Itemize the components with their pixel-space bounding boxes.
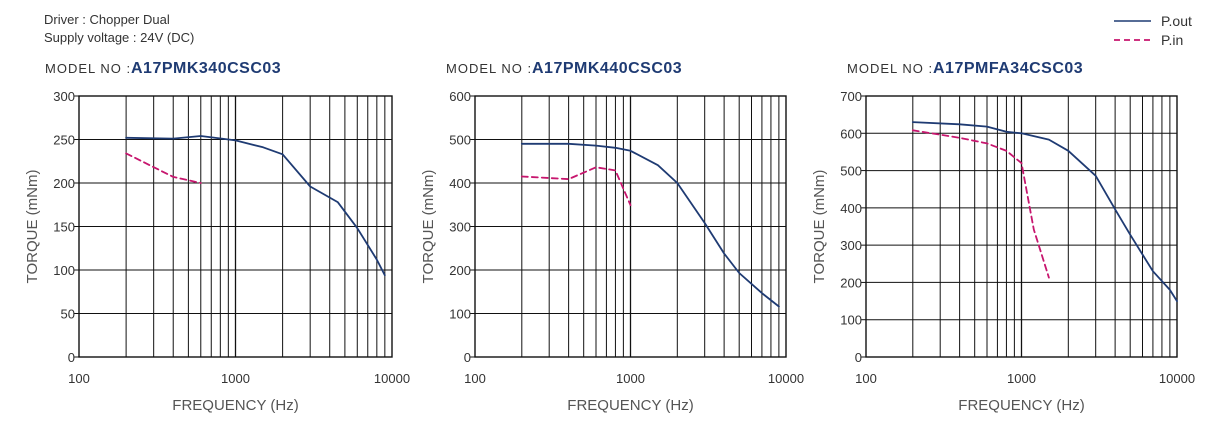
y-tick-label: 200 <box>840 275 862 290</box>
y-tick-label: 400 <box>840 201 862 216</box>
plot-frame <box>865 95 1178 358</box>
x-tick-label: 10000 <box>374 371 410 386</box>
y-tick-label: 150 <box>53 220 75 235</box>
y-tick-label: 0 <box>855 350 862 365</box>
y-axis-label: TORQUE (mNm) <box>811 170 828 284</box>
x-tick-label: 1000 <box>221 371 250 386</box>
y-tick-label: 400 <box>449 176 471 191</box>
series-line-p-in <box>125 152 202 184</box>
x-tick-label: 1000 <box>616 371 645 386</box>
y-tick-label: 300 <box>449 220 471 235</box>
y-tick-label: 300 <box>840 238 862 253</box>
legend-pout-label: P.out <box>1161 13 1192 29</box>
y-tick-label: 500 <box>449 133 471 148</box>
x-tick-label: 10000 <box>1159 371 1195 386</box>
series-line-p-in <box>520 166 632 207</box>
model-name-3: A17PMFA34CSC03 <box>933 60 1083 77</box>
legend: P.out P.in <box>1114 13 1192 48</box>
y-tick-label: 100 <box>840 313 862 328</box>
x-axis-label: FREQUENCY (Hz) <box>172 397 298 414</box>
y-tick-label: 0 <box>464 350 471 365</box>
y-tick-label: 200 <box>449 263 471 278</box>
y-tick-label: 100 <box>53 263 75 278</box>
model-title-1: MODEL NO : A17PMK340CSC03 <box>45 60 281 77</box>
x-tick-label: 100 <box>464 371 486 386</box>
model-prefix-2: MODEL NO : <box>446 61 532 76</box>
y-tick-label: 600 <box>449 89 471 104</box>
driver-note: Driver : Chopper Dual <box>44 12 170 27</box>
x-axis-label: FREQUENCY (Hz) <box>567 397 693 414</box>
y-axis-label: TORQUE (mNm) <box>420 170 437 284</box>
supply-voltage-note: Supply voltage : 24V (DC) <box>44 30 194 45</box>
y-tick-label: 0 <box>68 350 75 365</box>
y-tick-label: 200 <box>53 176 75 191</box>
legend-pin-label: P.in <box>1161 32 1183 48</box>
series-line-p-out <box>125 135 386 277</box>
x-axis-label: FREQUENCY (Hz) <box>958 397 1084 414</box>
y-tick-label: 500 <box>840 164 862 179</box>
x-tick-label: 100 <box>68 371 90 386</box>
x-tick-label: 10000 <box>768 371 804 386</box>
y-tick-label: 100 <box>449 307 471 322</box>
y-axis-label: TORQUE (mNm) <box>24 170 41 284</box>
x-tick-label: 1000 <box>1007 371 1036 386</box>
y-tick-label: 700 <box>840 89 862 104</box>
model-prefix-3: MODEL NO : <box>847 61 933 76</box>
model-prefix-1: MODEL NO : <box>45 61 131 76</box>
model-title-3: MODEL NO : A17PMFA34CSC03 <box>847 60 1083 77</box>
series-line-p-out <box>911 121 1178 303</box>
series-line-p-out <box>520 142 780 308</box>
chart-panel-2: 0 100 200 300 400 500 600 100 1000 10000 FREQUENCY… <box>420 89 804 414</box>
series-line-p-in <box>911 129 1050 279</box>
chart-panel-1: 0 50 100 150 200 250 300 100 1000 10000 FREQUENCY … <box>24 89 410 414</box>
y-tick-label: 250 <box>53 133 75 148</box>
model-name-1: A17PMK340CSC03 <box>131 60 281 77</box>
y-tick-label: 300 <box>53 89 75 104</box>
x-tick-label: 100 <box>855 371 877 386</box>
model-name-2: A17PMK440CSC03 <box>532 60 682 77</box>
y-tick-label: 50 <box>61 307 75 322</box>
chart-panel-3: 0 100 200 300 400 500 600 700 100 1000 10000 FREQUE… <box>811 89 1195 414</box>
model-title-2: MODEL NO : A17PMK440CSC03 <box>446 60 682 77</box>
y-tick-label: 600 <box>840 126 862 141</box>
